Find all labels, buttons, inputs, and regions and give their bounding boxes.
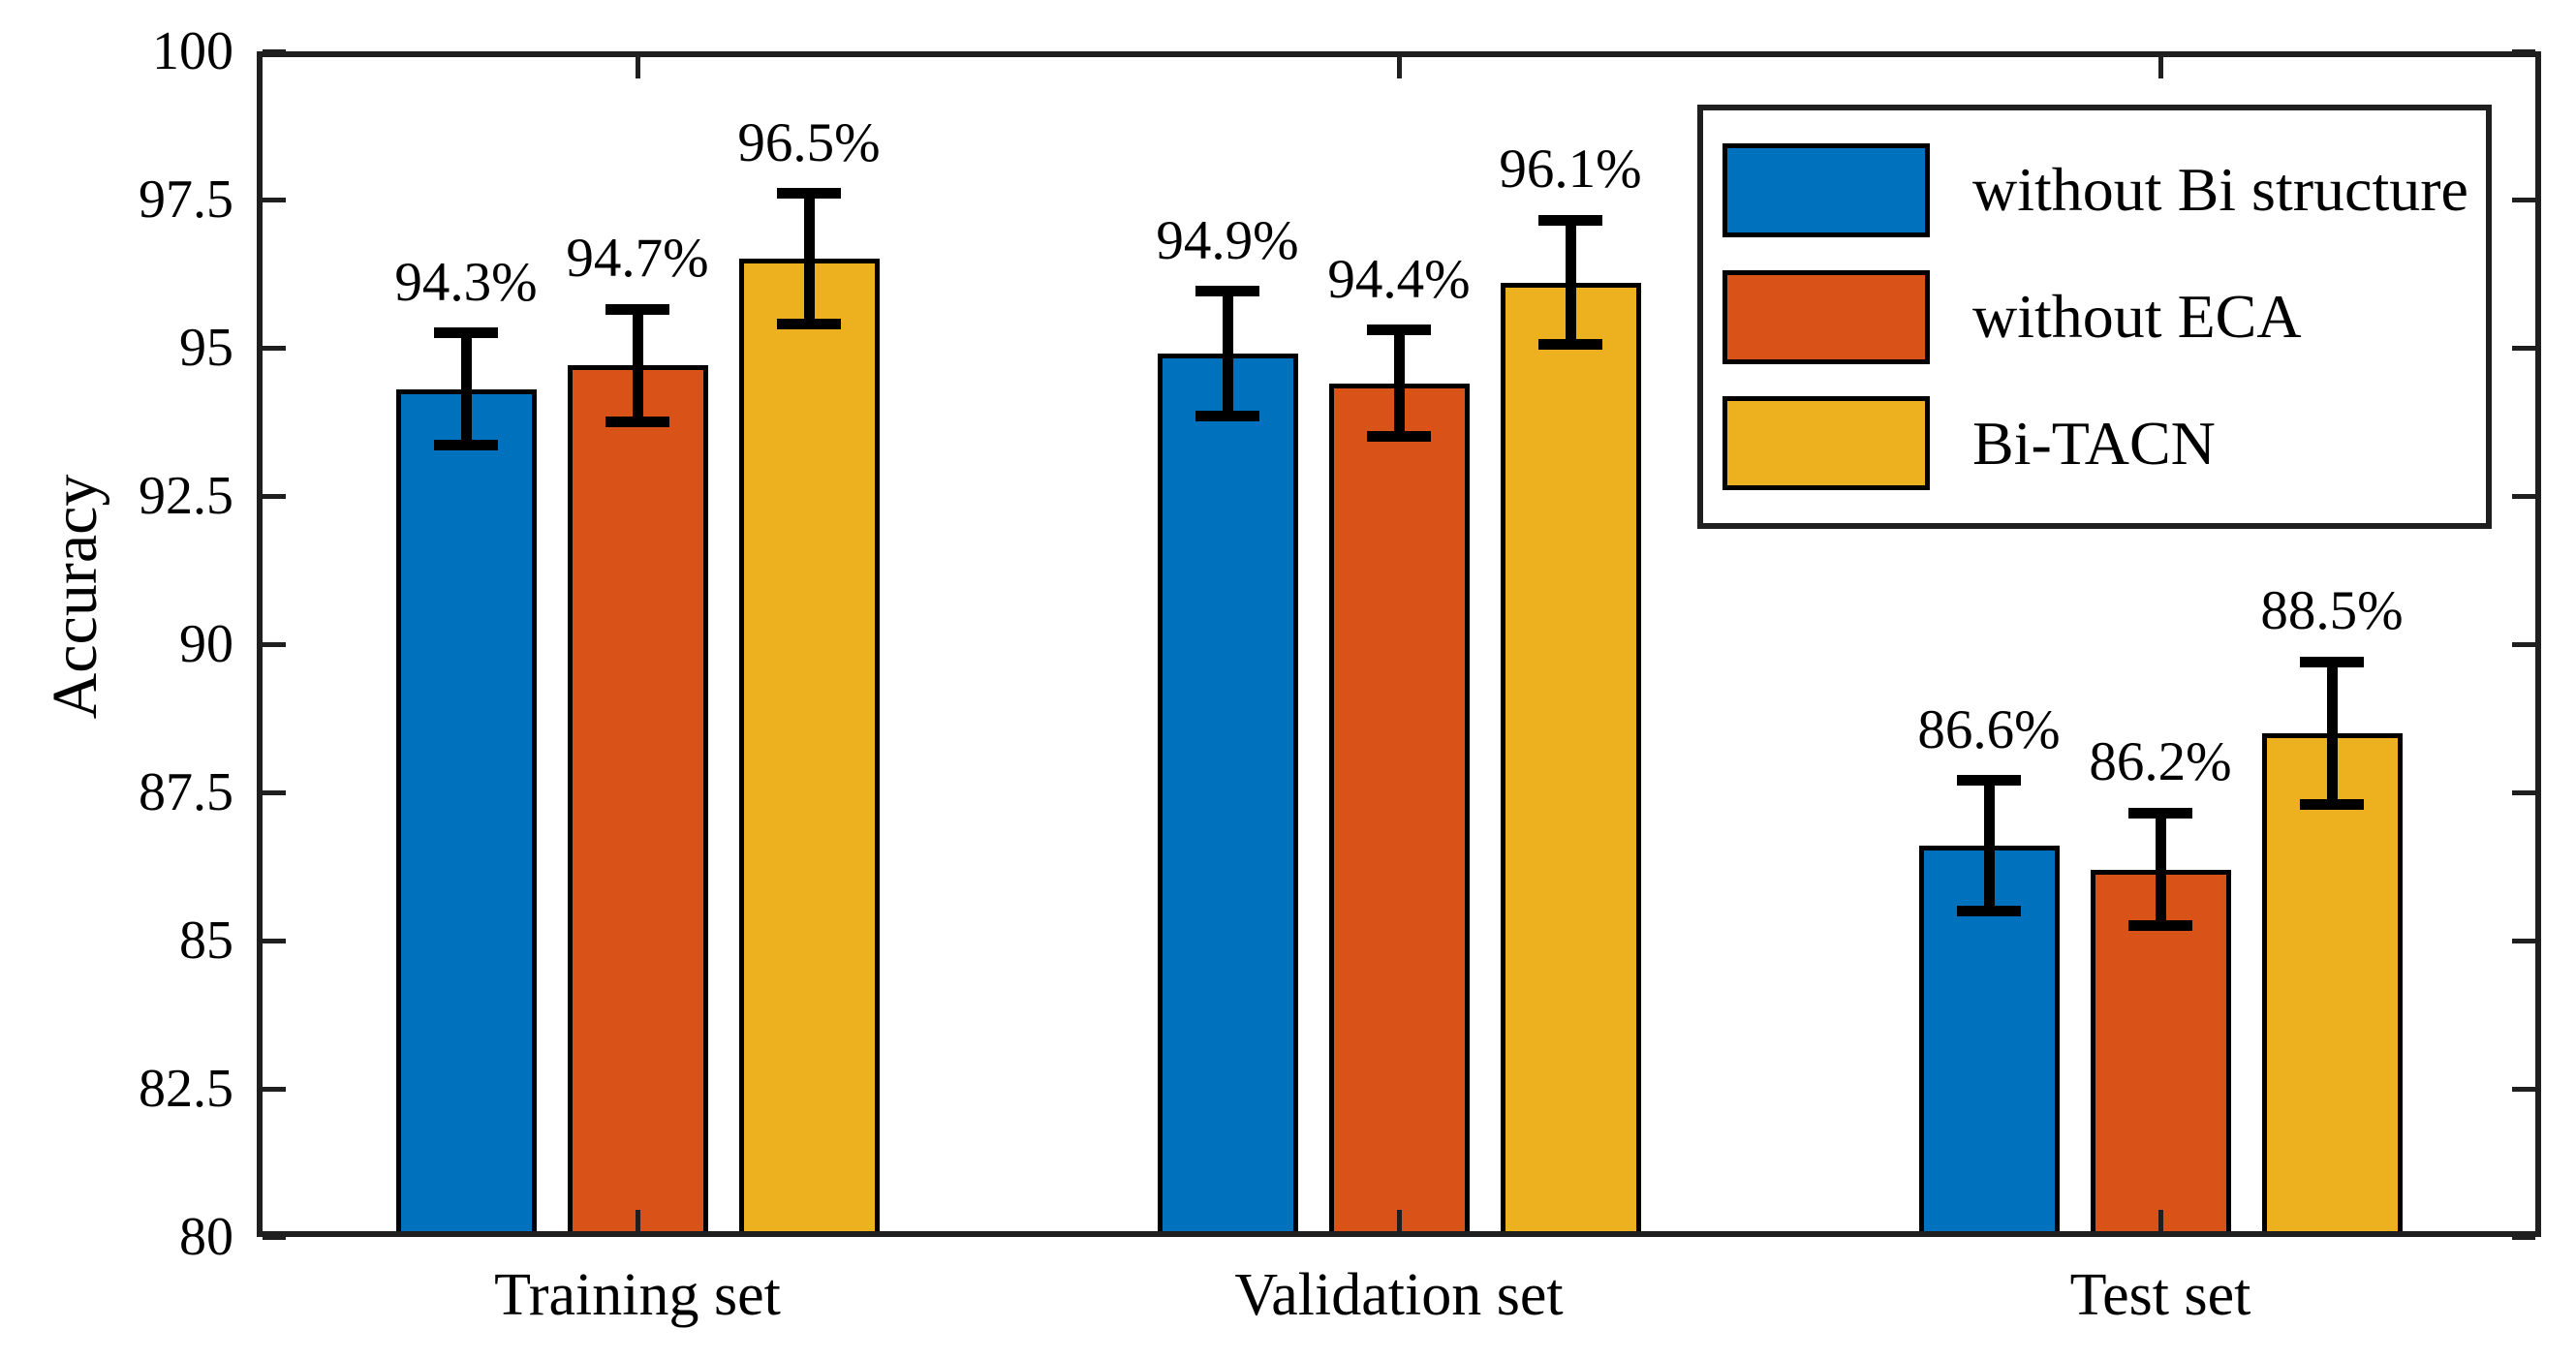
legend-row: Bi-TACN (1723, 396, 2486, 491)
error-bar-cap-bottom (434, 440, 498, 451)
y-tick-left (263, 493, 286, 499)
y-tick-right (2512, 641, 2535, 647)
error-bar-cap-top (1195, 286, 1259, 297)
error-bar-cap-bottom (1367, 431, 1431, 443)
error-bar-cap-top (1367, 325, 1431, 336)
bar-value-label: 86.2% (2089, 731, 2232, 793)
bar-value-label: 96.5% (737, 111, 881, 173)
y-tick-left (263, 345, 286, 351)
y-tick-label: 82.5 (139, 1059, 233, 1119)
error-bar-line (632, 309, 643, 422)
error-bar-line (1393, 329, 1405, 437)
legend-row: without ECA (1723, 269, 2486, 364)
x-tick-bottom (2157, 1210, 2163, 1231)
error-bar-cap-bottom (1538, 339, 1602, 351)
legend-label: without ECA (1972, 282, 2302, 351)
y-tick-label: 85 (179, 911, 233, 971)
error-bar-line (803, 193, 815, 325)
x-tick-top (2157, 57, 2163, 78)
y-tick-label: 80 (179, 1207, 233, 1267)
bar-value-label: 86.6% (1917, 698, 2061, 760)
error-bar-line (1565, 220, 1576, 345)
error-bar-cap-top (777, 188, 841, 200)
error-bar-line (460, 332, 472, 446)
y-tick-right (2512, 938, 2535, 943)
legend-row: without Bi structure (1723, 142, 2486, 237)
legend-swatch (1723, 142, 1930, 237)
bar (1500, 282, 1641, 1237)
bar (567, 365, 708, 1237)
bar-value-label: 94.3% (394, 251, 538, 313)
y-tick-label: 92.5 (139, 466, 233, 526)
bar (1328, 383, 1470, 1237)
x-tick-bottom (635, 1210, 640, 1231)
y-tick-left (263, 48, 286, 54)
y-tick-label: 90 (179, 614, 233, 674)
y-tick-left (263, 1234, 286, 1240)
y-tick-label: 87.5 (139, 762, 233, 822)
x-tick-top (635, 57, 640, 78)
y-tick-label: 95 (179, 318, 233, 378)
legend-swatch (1723, 396, 1930, 491)
y-tick-right (2512, 48, 2535, 54)
bar (1157, 354, 1298, 1237)
error-bar-cap-bottom (777, 319, 841, 330)
error-bar-line (1222, 291, 1233, 417)
bar-value-label: 94.9% (1156, 209, 1299, 271)
error-bar-line (2155, 813, 2166, 926)
x-category-label: Training set (494, 1262, 781, 1328)
y-tick-left (263, 789, 286, 795)
error-bar-line (2326, 662, 2338, 805)
error-bar-cap-bottom (2300, 798, 2364, 810)
y-tick-right (2512, 1234, 2535, 1240)
x-tick-top (1396, 57, 1402, 78)
error-bar-line (1983, 780, 1995, 912)
bar-value-label: 94.7% (566, 228, 709, 290)
x-category-label: Validation set (1234, 1262, 1564, 1328)
error-bar-cap-bottom (2128, 920, 2192, 932)
error-bar-cap-top (2300, 656, 2364, 667)
error-bar-cap-top (1538, 214, 1602, 226)
bar-value-label: 88.5% (2260, 580, 2404, 642)
error-bar-cap-bottom (605, 417, 669, 427)
y-tick-left (263, 938, 286, 943)
error-bar-cap-top (1957, 775, 2021, 787)
y-tick-left (263, 197, 286, 202)
y-tick-left (263, 641, 286, 647)
y-tick-label: 100 (152, 21, 233, 81)
error-bar-cap-top (605, 303, 669, 315)
y-tick-label: 97.5 (139, 170, 233, 230)
error-bar-cap-top (2128, 807, 2192, 819)
bar (395, 388, 537, 1237)
bar (738, 259, 880, 1237)
y-tick-right (2512, 345, 2535, 351)
legend-swatch (1723, 269, 1930, 364)
error-bar-cap-bottom (1195, 410, 1259, 421)
y-tick-left (263, 1086, 286, 1092)
legend-label: without Bi structure (1972, 155, 2468, 225)
error-bar-cap-top (434, 327, 498, 339)
x-category-label: Test set (2069, 1262, 2251, 1328)
y-tick-right (2512, 789, 2535, 795)
legend-label: Bi-TACN (1972, 408, 2216, 478)
y-tick-right (2512, 493, 2535, 499)
x-tick-bottom (1396, 1210, 1402, 1231)
error-bar-cap-bottom (1957, 905, 2021, 916)
bar-value-label: 96.1% (1499, 139, 1642, 201)
y-tick-right (2512, 1086, 2535, 1092)
bar-value-label: 94.4% (1327, 248, 1471, 310)
legend: without Bi structure without ECA Bi-TACN (1697, 105, 2492, 529)
y-tick-right (2512, 197, 2535, 202)
